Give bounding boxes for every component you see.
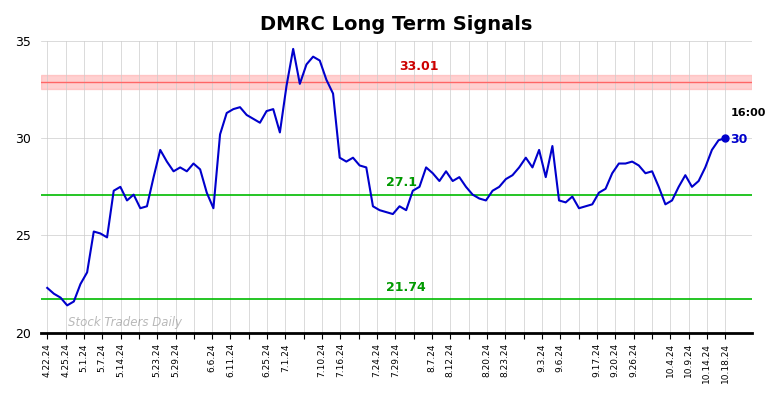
Text: 21.74: 21.74	[387, 281, 426, 294]
Text: 30: 30	[731, 133, 748, 146]
Text: 16:00: 16:00	[731, 108, 766, 118]
Text: 27.1: 27.1	[387, 176, 417, 189]
Title: DMRC Long Term Signals: DMRC Long Term Signals	[260, 15, 532, 34]
Bar	[41, 75, 752, 89]
Text: 33.01: 33.01	[400, 60, 439, 73]
Text: Stock Traders Daily: Stock Traders Daily	[67, 316, 182, 329]
